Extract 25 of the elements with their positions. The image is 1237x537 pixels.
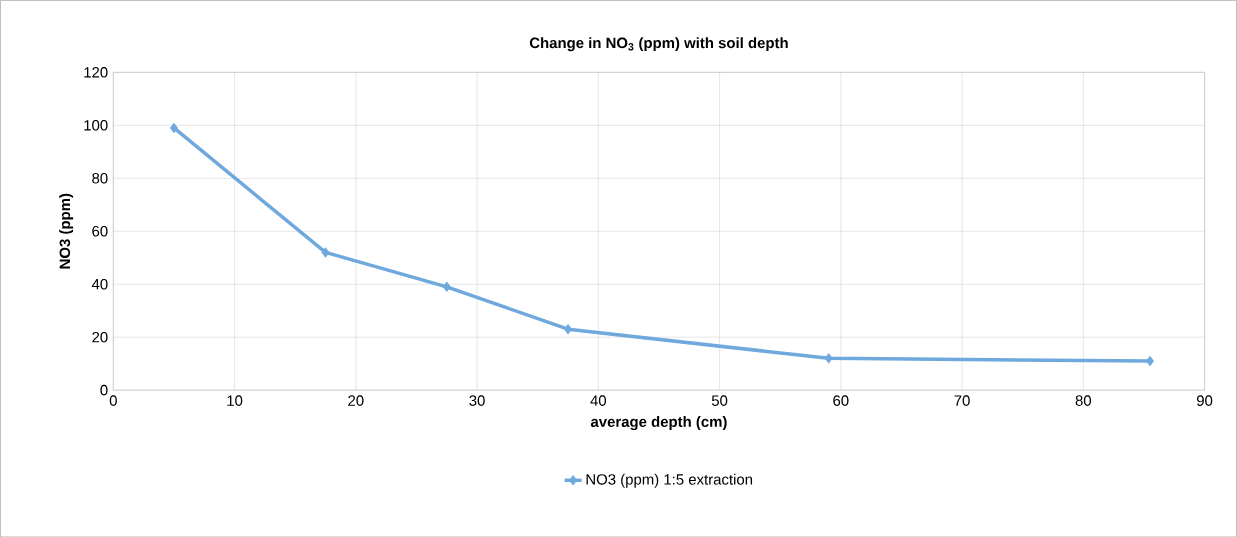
x-tick-label: 20 — [348, 395, 364, 406]
y-tick-label: 120 — [84, 66, 108, 78]
x-tick-label: 50 — [711, 395, 728, 406]
y-tick-label: 40 — [91, 278, 108, 290]
y-axis-title: NO3 (ppm) — [59, 193, 74, 269]
y-tick-label: 80 — [92, 172, 108, 184]
x-tick-label: 60 — [833, 395, 849, 406]
x-tick-label: 30 — [469, 395, 485, 406]
x-tick-label: 70 — [954, 395, 970, 406]
y-tick-label: 20 — [92, 331, 108, 343]
chart-title: Change in NO$_{3}$ (ppm) with soil depth — [529, 36, 788, 51]
x-tick-label: 10 — [227, 395, 243, 406]
x-axis-title: average depth (cm) — [590, 415, 727, 430]
point — [824, 352, 833, 364]
x-tick-label: 0 — [109, 395, 117, 406]
legend-label: NO3 (ppm) 1:5 extraction — [586, 473, 753, 488]
point — [321, 246, 330, 258]
x-tick-label: 90 — [1196, 395, 1213, 406]
x-tick-label: 40 — [590, 395, 607, 406]
y-tick-label: 100 — [84, 119, 108, 131]
point — [442, 281, 451, 292]
point — [169, 122, 178, 133]
y-tick-label: 60 — [92, 225, 108, 237]
x-tick-label: 80 — [1075, 395, 1092, 406]
y-tick-label: 0 — [100, 384, 108, 396]
